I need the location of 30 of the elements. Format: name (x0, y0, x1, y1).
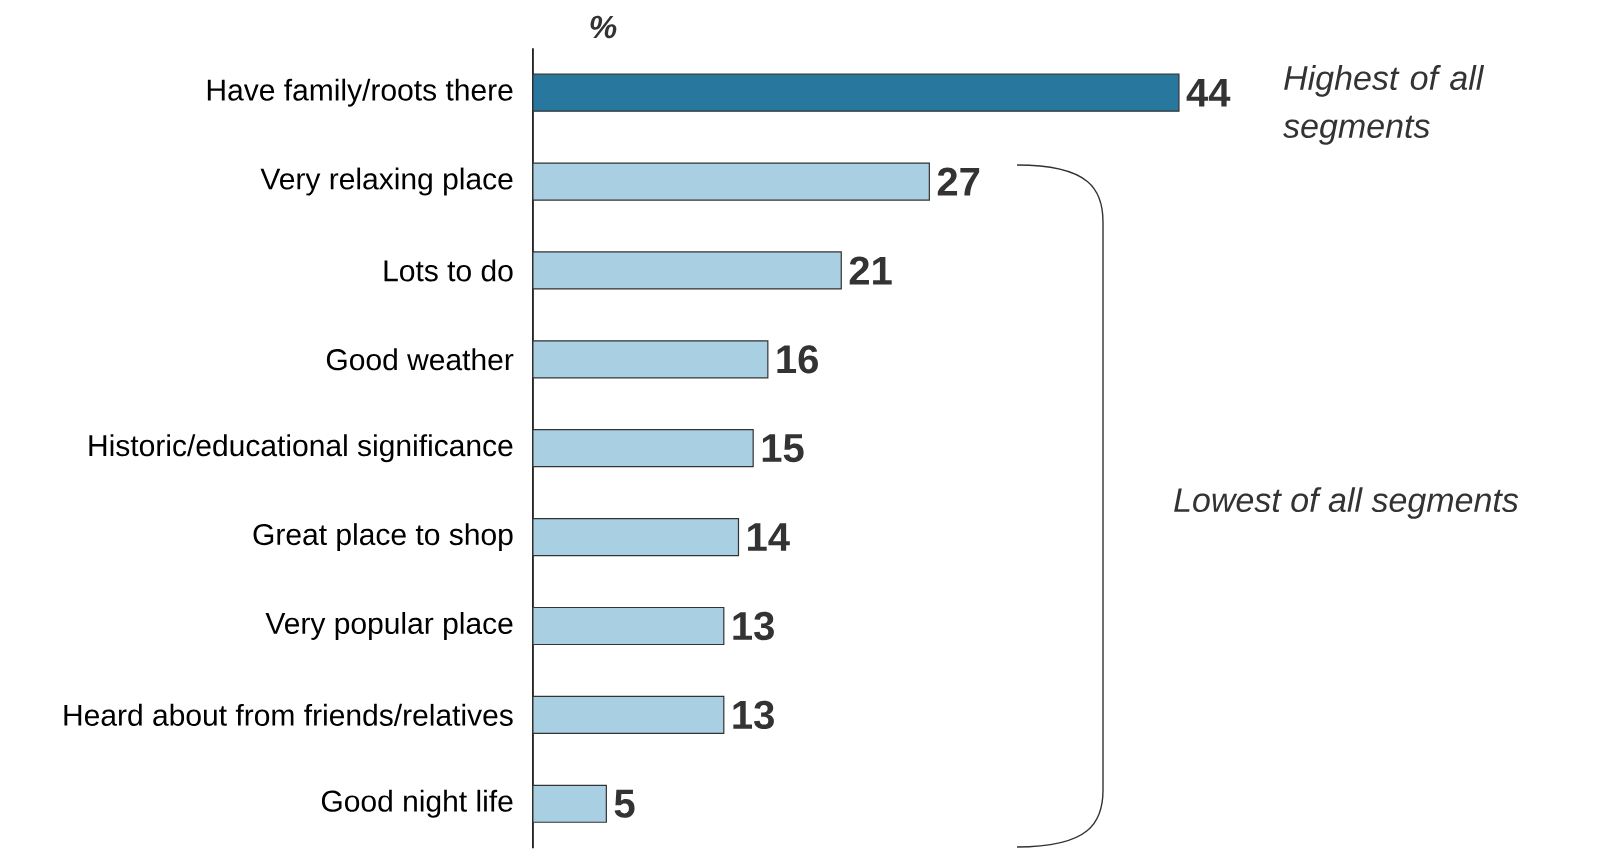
data-label: 21 (849, 256, 892, 285)
data-label: 13 (733, 611, 774, 641)
y-tick-label: Good night life (321, 789, 513, 818)
bar (532, 251, 842, 290)
annotation: Lowest of all segments (1174, 487, 1519, 519)
bar (532, 429, 754, 468)
y-tick-label: Very relaxing place (260, 167, 513, 196)
y-tick-label: Lots to do (384, 259, 513, 282)
data-label: 16 (777, 345, 818, 374)
data-label: 15 (762, 434, 804, 463)
bar (532, 162, 930, 201)
y-tick-label: Very popular place (265, 612, 513, 640)
bar (532, 340, 769, 379)
bar (532, 73, 1180, 112)
data-label: 13 (733, 700, 774, 730)
bar (532, 784, 607, 823)
x-axis-title: % (590, 15, 617, 39)
bar (532, 606, 725, 646)
bar (532, 695, 725, 734)
text: Highest of all segments (1283, 65, 1485, 145)
y-tick-label: Have family/roots there (207, 78, 513, 107)
bar (532, 518, 740, 557)
data-label: 27 (937, 167, 980, 196)
y-tick-label: Heard about from friends/relatives (64, 703, 513, 726)
y-tick-label: Historic/educational significance (89, 434, 513, 463)
y-tick-label: Good weather (326, 348, 514, 371)
data-label: 44 (1186, 78, 1231, 107)
data-label: 5 (614, 789, 635, 818)
y-tick-label: Great place to shop (253, 523, 513, 552)
data-label: 14 (748, 523, 790, 551)
